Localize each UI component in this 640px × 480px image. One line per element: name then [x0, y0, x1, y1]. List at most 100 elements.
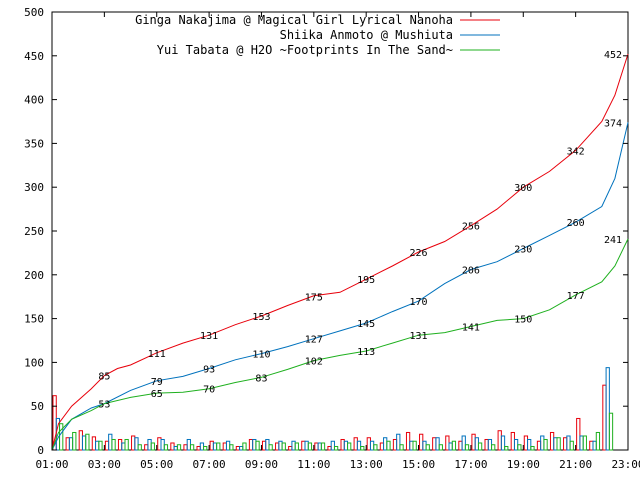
point-label: 53 [98, 400, 110, 411]
y-tick-label: 0 [37, 444, 44, 457]
bar [461, 435, 466, 451]
bar [72, 431, 77, 451]
plot-frame [51, 11, 629, 451]
bar [527, 438, 532, 451]
y-tick-label: 350 [24, 137, 44, 150]
point-label: 175 [305, 293, 323, 304]
y-tick-label: 150 [24, 313, 44, 326]
bar [582, 435, 587, 451]
legend: Ginga Nakajima @ Magical Girl Lyrical Na… [135, 13, 500, 57]
point-label: 113 [357, 347, 375, 358]
point-label: 452 [604, 50, 622, 61]
legend-label: Yui Tabata @ H2O ~Footprints In The Sand… [157, 43, 453, 57]
bar [229, 444, 234, 451]
y-tick-label: 50 [31, 400, 44, 413]
point-label: 342 [567, 146, 585, 157]
bar [356, 440, 362, 451]
point-label: 374 [604, 118, 622, 129]
point-label: 206 [462, 266, 480, 277]
point-label: 260 [567, 218, 585, 229]
point-label: 65 [151, 389, 163, 400]
point-label: 83 [255, 373, 267, 384]
lines-layer [51, 53, 629, 451]
y-axis: 0 50 100 150 200 250 300 350 400 450 500 [24, 6, 628, 457]
bar [530, 445, 535, 451]
bar [203, 445, 208, 451]
point-label: 145 [357, 319, 375, 330]
bar [59, 423, 64, 451]
bar [386, 440, 391, 451]
bar [569, 440, 574, 451]
bar [150, 442, 155, 451]
bar [399, 444, 404, 451]
point-label: 150 [514, 315, 532, 326]
point-label: 131 [410, 331, 428, 342]
bar [435, 437, 440, 451]
bar [281, 442, 286, 451]
y-tick-label: 100 [24, 356, 44, 369]
x-tick-label: 01:00 [35, 458, 68, 471]
bar [451, 440, 457, 451]
point-labels: 85 111 131 153 175 195 226 256 300 342 452 79 93 110 1… [98, 50, 622, 411]
bar [412, 440, 417, 451]
bar [242, 442, 247, 451]
point-label: 110 [252, 350, 270, 361]
bar [333, 445, 339, 451]
x-tick-label: 23:00 [611, 458, 640, 471]
bar [605, 367, 610, 451]
y-tick-label: 250 [24, 225, 44, 238]
bar [294, 442, 299, 451]
bar [491, 444, 496, 451]
legend-label: Shiika Anmoto @ Mushiuta [280, 28, 453, 42]
point-label: 111 [148, 349, 166, 360]
point-label: 256 [462, 222, 480, 233]
point-label: 226 [410, 248, 428, 259]
bar [396, 433, 401, 451]
y-tick-label: 200 [24, 269, 44, 282]
bar [163, 444, 169, 451]
bar [438, 444, 443, 451]
point-label: 300 [514, 183, 532, 194]
x-tick-label: 19:00 [507, 458, 540, 471]
x-tick-label: 07:00 [193, 458, 226, 471]
y-tick-label: 500 [24, 6, 44, 19]
bar [556, 437, 561, 451]
bar [347, 442, 352, 451]
bar [373, 444, 378, 451]
series-line [51, 53, 629, 451]
bar [268, 444, 273, 451]
y-tick-label: 300 [24, 181, 44, 194]
bar [543, 438, 548, 451]
bar [189, 444, 195, 451]
x-tick-label: 11:00 [297, 458, 330, 471]
point-label: 141 [462, 322, 480, 333]
bar [216, 442, 221, 451]
bars-layer [52, 367, 614, 451]
bar [307, 442, 313, 451]
point-label: 79 [151, 377, 163, 388]
bar [85, 433, 90, 451]
y-tick-label: 450 [24, 50, 44, 63]
bar [137, 444, 142, 451]
point-label: 85 [98, 372, 110, 383]
point-label: 93 [203, 365, 215, 376]
x-axis: 01:00 03:00 05:00 07:00 09:00 11:00 13:00 15:00… [35, 12, 640, 471]
bar [330, 440, 335, 451]
bar [464, 444, 470, 451]
point-label: 195 [357, 275, 375, 286]
bar [504, 445, 509, 451]
point-label: 70 [203, 385, 215, 396]
point-label: 127 [305, 335, 323, 346]
bar [576, 417, 581, 451]
bar [98, 440, 103, 451]
x-tick-label: 21:00 [559, 458, 592, 471]
bar [425, 444, 430, 451]
x-tick-label: 05:00 [140, 458, 173, 471]
bar [608, 412, 614, 451]
bar [111, 438, 116, 451]
bar [134, 437, 139, 451]
point-label: 230 [514, 245, 532, 256]
x-tick-label: 09:00 [245, 458, 278, 471]
legend-label: Ginga Nakajima @ Magical Girl Lyrical Na… [135, 13, 453, 27]
